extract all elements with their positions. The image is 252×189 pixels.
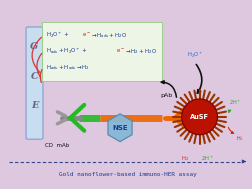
Text: NSE: NSE xyxy=(112,125,128,131)
Text: $\rm H_2$: $\rm H_2$ xyxy=(181,154,189,163)
Text: $\rm e^-$: $\rm e^-$ xyxy=(82,32,91,39)
Text: CD  mAb: CD mAb xyxy=(45,143,70,148)
Circle shape xyxy=(182,99,217,135)
FancyBboxPatch shape xyxy=(42,22,162,81)
Text: $\rm 2H^+$: $\rm 2H^+$ xyxy=(201,154,214,163)
Text: $\rm 2H^+$: $\rm 2H^+$ xyxy=(229,98,241,107)
Polygon shape xyxy=(108,114,132,142)
Text: pAb: pAb xyxy=(161,94,173,98)
Text: AuSF: AuSF xyxy=(190,114,209,120)
Text: Gold nanoflower-based immuno-HER assay: Gold nanoflower-based immuno-HER assay xyxy=(59,172,197,177)
Text: $\rm \rightarrow H_{ads} + H_2O$: $\rm \rightarrow H_{ads} + H_2O$ xyxy=(90,31,128,40)
Text: E: E xyxy=(31,101,38,110)
Text: $\rm e^-$: $\rm e^-$ xyxy=(116,47,125,55)
Text: G: G xyxy=(30,42,39,51)
Text: $\rm \rightarrow H_2 + H_2O$: $\rm \rightarrow H_2 + H_2O$ xyxy=(124,47,157,56)
Text: $\rm H_{ads} + H_2O^+ +\ $: $\rm H_{ads} + H_2O^+ +\ $ xyxy=(46,46,88,56)
FancyBboxPatch shape xyxy=(26,27,43,139)
Text: $\rm H_2O^+ +\ $: $\rm H_2O^+ +\ $ xyxy=(46,31,70,40)
Text: $\rm H_2$: $\rm H_2$ xyxy=(236,134,243,143)
Text: C: C xyxy=(31,72,38,81)
Text: $\rm H_{ads} + H_{ads} \rightarrow H_2$: $\rm H_{ads} + H_{ads} \rightarrow H_2$ xyxy=(46,63,90,72)
Text: $\rm H_2O^+$: $\rm H_2O^+$ xyxy=(186,50,203,60)
